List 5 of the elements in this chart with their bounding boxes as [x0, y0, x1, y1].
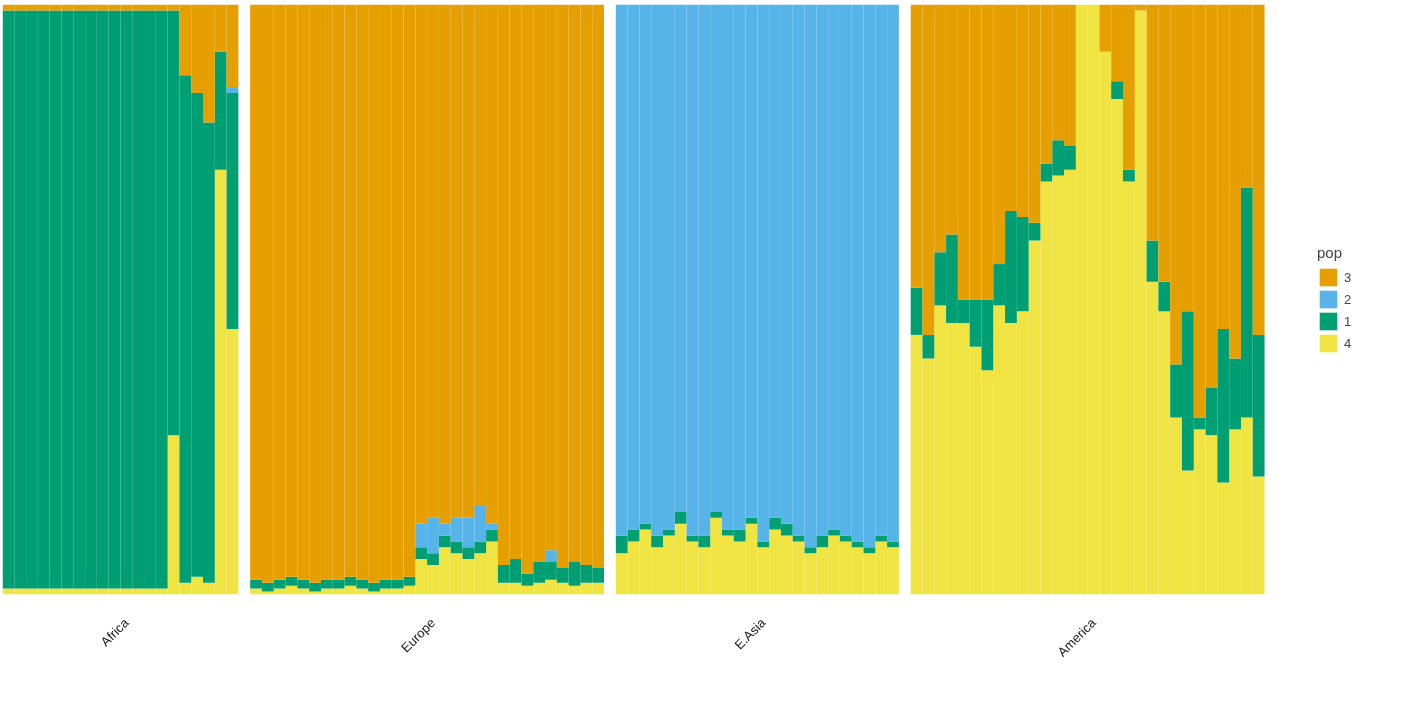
legend-title: pop [1317, 244, 1344, 261]
legend-label: 2 [1344, 291, 1353, 307]
legend-label: 3 [1344, 269, 1353, 285]
legend-label: 4 [1344, 335, 1353, 351]
legend-label: 1 [1344, 313, 1353, 329]
